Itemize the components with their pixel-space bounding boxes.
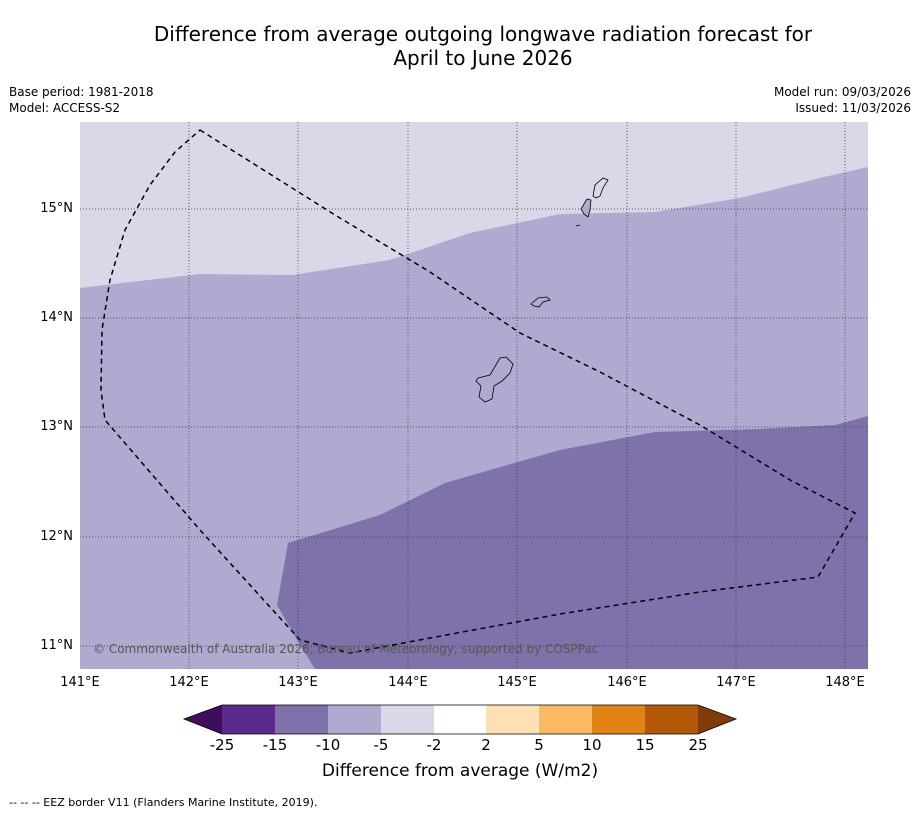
lat-label: 11°N [40, 638, 73, 653]
lon-label: 144°E [388, 675, 428, 690]
colorbar-segment [592, 705, 645, 734]
lat-label: 15°N [40, 201, 73, 216]
lon-label: 143°E [278, 675, 318, 690]
colorbar-segment [486, 705, 539, 734]
eez-legend-note: -- -- -- EEZ border V11 (Flanders Marine… [9, 796, 318, 809]
title-line-1: Difference from average outgoing longwav… [153, 22, 813, 46]
colorbar-tick-label: 5 [534, 736, 544, 754]
lat-label: 14°N [40, 310, 73, 325]
model-name: Model: ACCESS-S2 [9, 101, 121, 115]
lat-label: 12°N [40, 529, 73, 544]
colorbar-segment [434, 705, 486, 734]
map-area [80, 122, 868, 669]
island-rota [530, 296, 551, 308]
colorbar-tick-label: -25 [209, 736, 235, 754]
colorbar-segment [328, 705, 381, 734]
lon-label: 142°E [169, 675, 209, 690]
graticule [80, 122, 868, 669]
island-aguijan [575, 224, 581, 227]
base-period: Base period: 1981-2018 [9, 85, 154, 99]
eez-border [100, 129, 857, 654]
colorbar-extend-high [698, 705, 736, 734]
title-line-2: April to June 2026 [393, 46, 573, 70]
colorbar-segment [222, 705, 275, 734]
copyright-notice: © Commonwealth of Australia 2026, Bureau… [93, 642, 598, 656]
meta-right: Model run: 09/03/2026 Issued: 11/03/2026 [774, 84, 911, 116]
lon-label: 148°E [825, 675, 865, 690]
colorbar-tick-label: -5 [373, 736, 389, 754]
colorbar-tick-label: 15 [635, 736, 655, 754]
lon-label: 145°E [497, 675, 537, 690]
colorbar-title: Difference from average (W/m2) [321, 761, 599, 781]
colorbar [182, 704, 738, 735]
colorbar-segment [275, 705, 328, 734]
colorbar-segment [645, 705, 698, 734]
issued-date: Issued: 11/03/2026 [795, 101, 911, 115]
colorbar-outline [182, 704, 738, 735]
lon-label: 146°E [607, 675, 647, 690]
island-saipan [592, 177, 609, 199]
colorbar-segment [381, 705, 434, 734]
lat-label: 13°N [40, 419, 73, 434]
colorbar-extend-low [184, 705, 222, 734]
model-run: Model run: 09/03/2026 [773, 85, 911, 99]
meta-left: Base period: 1981-2018 Model: ACCESS-S2 [9, 84, 154, 116]
colorbar-tick-label: 2 [481, 736, 491, 754]
colorbar-tick-label: 10 [582, 736, 602, 754]
colorbar-tick-label: 25 [688, 736, 708, 754]
lon-label: 147°E [716, 675, 756, 690]
anomaly-band-dark [277, 416, 868, 669]
island-guam [475, 356, 514, 403]
colorbar-tick-label: -10 [315, 736, 341, 754]
island-tinian [580, 198, 592, 218]
colorbar-segment [539, 705, 592, 734]
map-title: Difference from average outgoing longwav… [0, 22, 919, 70]
lon-label: 141°E [60, 675, 100, 690]
colorbar-tick-label: -2 [426, 736, 442, 754]
colorbar-tick-label: -15 [262, 736, 288, 754]
